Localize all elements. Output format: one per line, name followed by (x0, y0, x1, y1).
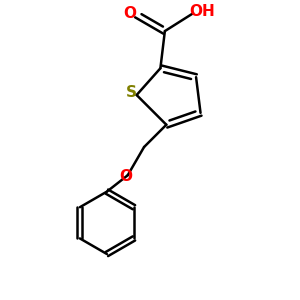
Text: OH: OH (190, 4, 215, 19)
Text: O: O (124, 6, 136, 21)
Text: O: O (120, 169, 133, 184)
Text: S: S (126, 85, 137, 100)
